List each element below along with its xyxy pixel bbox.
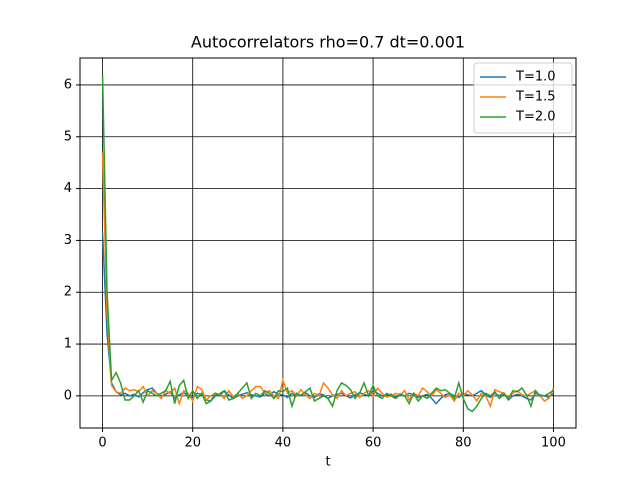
x-tick-label: 80 (455, 436, 472, 451)
legend-label: T=2.0 (515, 110, 556, 125)
y-tick-label: 6 (64, 77, 72, 92)
x-tick-label: 0 (98, 436, 106, 451)
y-tick-label: 5 (64, 129, 72, 144)
y-tick-label: 3 (64, 233, 72, 248)
x-tick-label: 20 (184, 436, 201, 451)
plot-frame (79, 57, 577, 429)
chart-title: Autocorrelators rho=0.7 dt=0.001 (191, 33, 465, 52)
series-line (101, 74, 554, 413)
y-tick-label: 4 (64, 181, 72, 196)
x-axis-label: t (325, 455, 330, 470)
y-tick-label: 0 (64, 388, 72, 403)
x-tick-label: 40 (275, 436, 292, 451)
y-tick-label: 2 (64, 285, 72, 300)
y-tick-label: 1 (64, 337, 72, 352)
legend-label: T=1.0 (515, 70, 556, 85)
x-tick-label: 60 (365, 436, 382, 451)
legend-label: T=1.5 (515, 90, 556, 105)
series-line (101, 232, 554, 405)
legend-box (473, 62, 573, 134)
series-line (101, 152, 555, 409)
x-tick-label: 100 (541, 436, 566, 451)
